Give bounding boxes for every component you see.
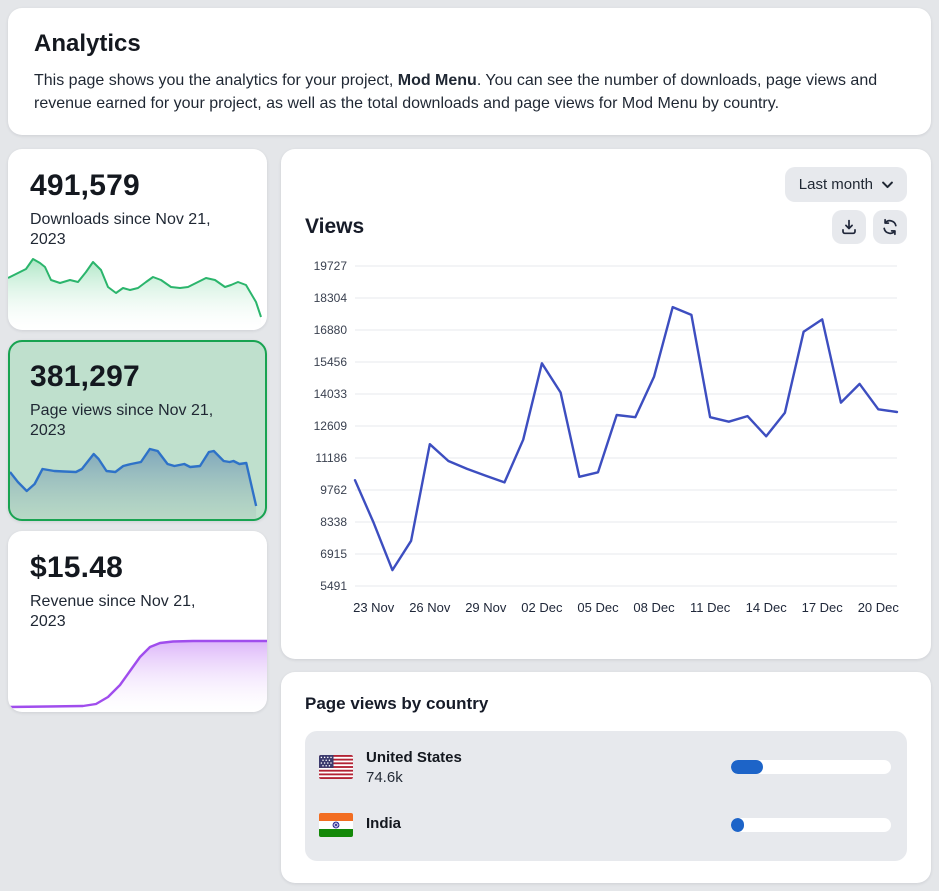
- svg-text:14 Dec: 14 Dec: [746, 600, 788, 615]
- pageviews-value: 381,297: [30, 360, 140, 394]
- refresh-button[interactable]: [873, 210, 907, 245]
- page-header-card: Analytics This page shows you the analyt…: [8, 8, 931, 136]
- svg-text:12609: 12609: [314, 419, 348, 433]
- svg-text:11 Dec: 11 Dec: [690, 600, 731, 615]
- progress-fill: [731, 818, 744, 833]
- download-icon: [842, 220, 856, 235]
- description-after: . You can see the number of downloads, p…: [34, 72, 878, 112]
- svg-text:02 Dec: 02 Dec: [521, 600, 563, 615]
- revenue-label: Revenue since Nov 21, 2023: [30, 593, 196, 630]
- country-name: India: [366, 815, 402, 833]
- downloads-value: 491,579: [30, 169, 140, 203]
- svg-text:11186: 11186: [315, 451, 347, 465]
- country-value: 74.6k: [366, 768, 403, 786]
- stat-card-revenue[interactable]: $15.48 Revenue since Nov 21, 2023: [8, 531, 267, 713]
- page-title: Analytics: [34, 30, 141, 57]
- stats-column: 491,579 Downloads since Nov 21, 2023 381…: [8, 149, 267, 713]
- download-button[interactable]: [832, 210, 866, 245]
- svg-text:16880: 16880: [314, 323, 348, 337]
- downloads-sparkline: [8, 258, 262, 331]
- country-views-card: Page views by country: [281, 672, 931, 884]
- svg-text:08 Dec: 08 Dec: [633, 600, 675, 615]
- svg-text:15456: 15456: [314, 355, 348, 369]
- svg-text:9762: 9762: [320, 483, 347, 497]
- progress-fill: [731, 760, 763, 775]
- chart-title: Views: [305, 215, 365, 239]
- pageviews-sparkline: [10, 448, 258, 520]
- stat-card-downloads[interactable]: 491,579 Downloads since Nov 21, 2023: [8, 149, 267, 331]
- range-selector-dropdown[interactable]: Last month: [784, 167, 907, 203]
- svg-text:26 Nov: 26 Nov: [409, 600, 451, 615]
- project-name: Mod Menu: [397, 72, 477, 89]
- revenue-value: $15.48: [30, 551, 123, 585]
- downloads-label: Downloads since Nov 21, 2023: [30, 211, 211, 248]
- views-chart-card: Last month Views: [281, 149, 931, 660]
- pageviews-label: Page views since Nov 21, 2023: [30, 402, 214, 439]
- country-progress-bar: [731, 760, 891, 775]
- stat-card-pageviews[interactable]: 381,297 Page views since Nov 21, 2023: [8, 340, 267, 522]
- india-flag-icon: [319, 813, 353, 838]
- page-description: This page shows you the analytics for yo…: [34, 70, 905, 115]
- svg-text:17 Dec: 17 Dec: [802, 600, 844, 615]
- views-line-chart: 5491 6915 8338 9762 11186 12609 14033 15456 1688…: [314, 259, 900, 615]
- svg-text:6915: 6915: [320, 547, 347, 561]
- svg-text:20 Dec: 20 Dec: [858, 600, 900, 615]
- svg-text:8338: 8338: [320, 515, 347, 529]
- country-row-india: India: [319, 799, 893, 851]
- svg-text:29 Nov: 29 Nov: [465, 600, 507, 615]
- range-selector-label: Last month: [798, 176, 873, 194]
- main-column: Last month Views: [281, 149, 931, 884]
- refresh-icon: [883, 219, 897, 236]
- country-row-united-states: United States 74.6k: [319, 741, 893, 793]
- svg-text:05 Dec: 05 Dec: [577, 600, 619, 615]
- svg-text:23 Nov: 23 Nov: [353, 600, 395, 615]
- country-list: United States 74.6k: [305, 731, 907, 862]
- svg-text:18304: 18304: [314, 291, 348, 305]
- svg-text:14033: 14033: [314, 387, 348, 401]
- country-name: United States: [366, 748, 462, 766]
- country-card-title: Page views by country: [305, 694, 489, 714]
- svg-text:19727: 19727: [314, 259, 348, 273]
- svg-text:5491: 5491: [320, 579, 347, 593]
- chart-toolbar: [832, 210, 907, 245]
- chevron-down-icon: [882, 181, 893, 189]
- revenue-sparkline: [8, 640, 267, 713]
- description-before: This page shows you the analytics for yo…: [34, 72, 398, 89]
- us-flag-icon: [319, 755, 353, 780]
- country-progress-bar: [731, 818, 891, 833]
